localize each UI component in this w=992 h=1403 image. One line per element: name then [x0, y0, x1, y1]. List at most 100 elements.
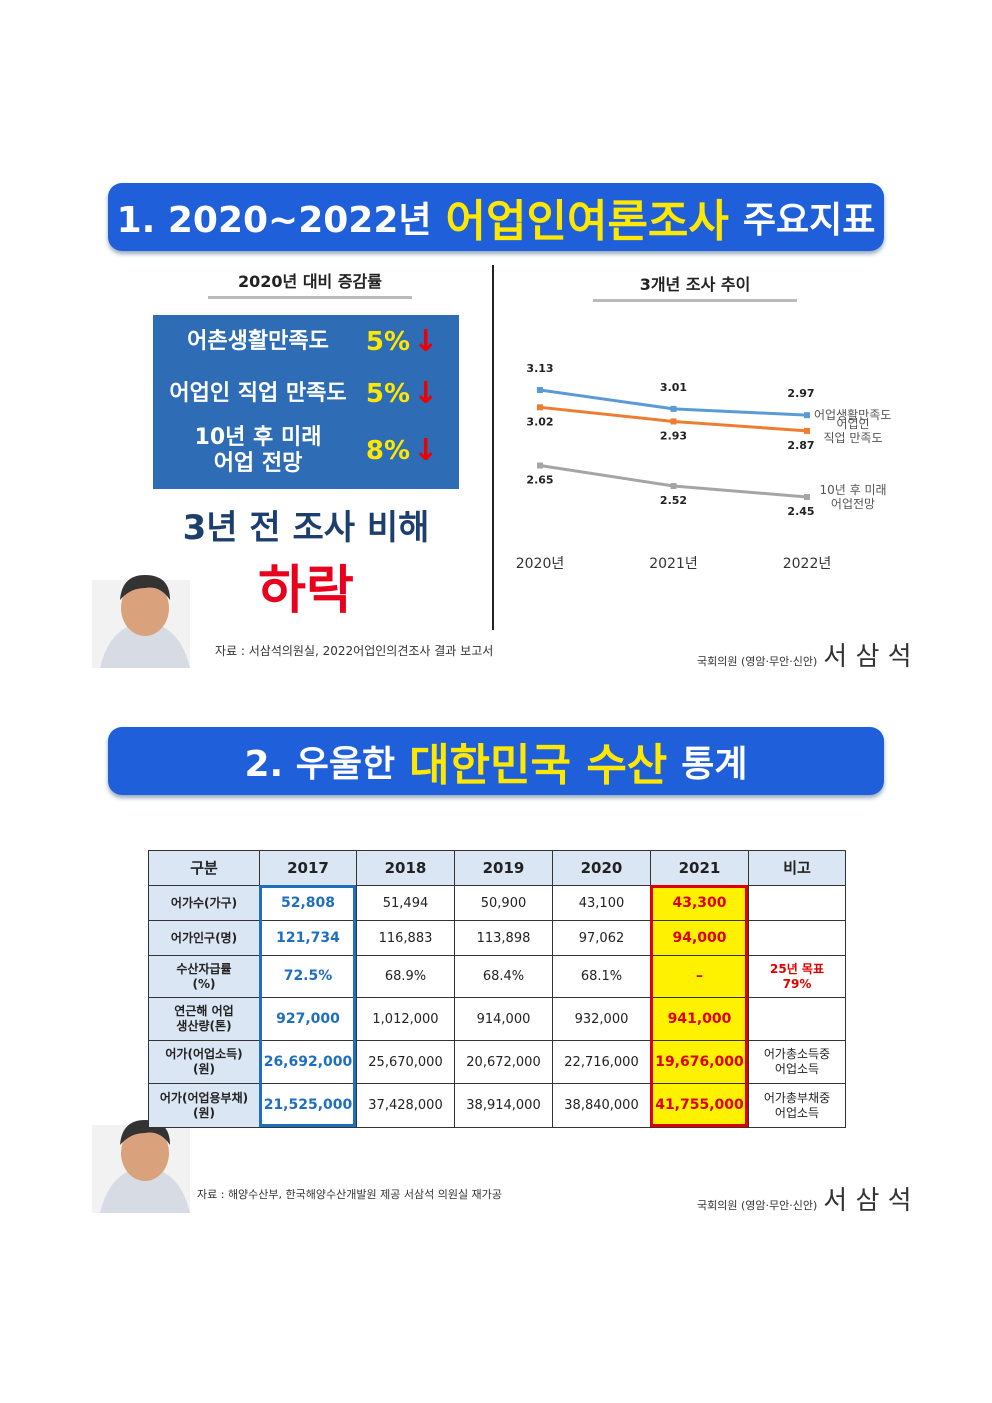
table-cell: 37,428,000 — [356, 1083, 455, 1128]
row-header-cell: 연근해 어업 생산량(톤) — [148, 997, 260, 1041]
stat-label: 어업인 직업 만족도 — [169, 381, 347, 406]
signature: 국회의원 (영암·무안·신안) 서 삼 석 — [697, 636, 912, 673]
table-cell: 68.1% — [552, 955, 651, 998]
signature-office: 국회의원 (영암·무안·신안) — [697, 655, 818, 668]
marker — [537, 387, 543, 393]
banner-text: 2. 우울한 — [244, 744, 396, 785]
stat-label: 10년 후 미래 어업 전망 — [194, 425, 322, 476]
table-cell: 25년 목표 79% — [748, 955, 846, 998]
table-cell: 97,062 — [552, 920, 651, 956]
highlight-frame — [650, 885, 748, 1127]
table-cell: – — [650, 955, 749, 998]
row-header-cell: 어가(어업용부채) (원) — [148, 1083, 260, 1128]
table-cell — [748, 885, 846, 921]
source: 자료 : 해양수산부, 한국해양수산개발원 제공 서삼석 의원실 재가공 — [197, 1188, 502, 1201]
highlight-frame — [259, 885, 356, 1127]
marker — [670, 405, 677, 412]
banner: 2. 우울한 대한민국 수산 통계 — [108, 727, 884, 795]
data-label: 3.13 — [526, 362, 553, 375]
table-cell: 어가총소득중 어업소득 — [748, 1040, 846, 1084]
x-tick-label: 2021년 — [649, 556, 698, 572]
row-header-cell: 수산자급률 (%) — [148, 955, 260, 998]
marker — [804, 494, 810, 500]
table-cell: 50,900 — [454, 885, 553, 921]
stat-box: 어촌생활만족도 5% ↓ 어업인 직업 만족도 5% ↓ 10년 후 미래 어업 전망 8… — [153, 315, 459, 489]
banner-highlight: 어업인여론조사 — [445, 196, 729, 247]
subtitle: 2020년 대비 증감률 — [208, 268, 412, 299]
data-label: 3.01 — [660, 381, 687, 394]
table-cell: 38,840,000 — [552, 1083, 651, 1128]
banner-text: 1. 2020~2022년 — [116, 200, 432, 241]
data-label: 2.65 — [526, 474, 553, 487]
signature-office: 국회의원 (영암·무안·신안) — [697, 1199, 818, 1212]
data-label: 2.52 — [660, 494, 687, 507]
stat-value: 8% — [365, 436, 411, 466]
table-cell: 116,883 — [356, 920, 455, 956]
signature-name: 서 삼 석 — [823, 642, 912, 672]
table-header-cell: 비고 — [748, 850, 846, 886]
line — [539, 464, 808, 499]
table-cell: 19,676,000 — [650, 1040, 749, 1084]
chart-title: 3개년 조사 추이 — [593, 271, 797, 302]
x-tick-label: 2020년 — [516, 556, 565, 572]
marker — [537, 404, 543, 411]
stat-item: 어촌생활만족도 5% ↓ — [153, 327, 459, 357]
table-cell: 113,898 — [454, 920, 553, 956]
marker — [804, 427, 810, 434]
table-cell: 20,672,000 — [454, 1040, 553, 1084]
table-cell: 38,914,000 — [454, 1083, 553, 1128]
table-cell: 51,494 — [356, 885, 455, 921]
banner-highlight: 대한민국 수산 — [409, 740, 668, 791]
table-header-cell: 구분 — [148, 850, 260, 886]
row-header-cell: 어가수(가구) — [148, 885, 260, 921]
data-label: 2.87 — [787, 439, 814, 452]
table-cell: 43,100 — [552, 885, 651, 921]
table-header-cell: 2018 — [356, 850, 455, 886]
legend-entry: 어업인 직업 만족도 — [823, 416, 883, 445]
stat-label: 어촌생활만족도 — [187, 329, 329, 354]
signature: 국회의원 (영암·무안·신안) 서 삼 석 — [697, 1180, 912, 1217]
stat-value: 5% — [365, 379, 411, 409]
legend-entry: 10년 후 미래 어업전망 — [819, 483, 887, 511]
table-cell — [748, 997, 846, 1041]
banner: 1. 2020~2022년 어업인여론조사 주요지표 — [108, 183, 884, 251]
marker — [670, 482, 677, 489]
table-cell: 어가총부채중 어업소득 — [748, 1083, 846, 1128]
summary: 3년 전 조사 비해 — [182, 508, 430, 548]
source: 자료 : 서삼석의원실, 2022어업인의견조사 결과 보고서 — [215, 644, 494, 658]
data-label: 2.97 — [787, 387, 814, 400]
table-header-cell: 2021 — [650, 850, 749, 886]
stat-value: 5% — [365, 327, 411, 357]
table-cell: 68.4% — [454, 955, 553, 998]
table-cell: 43,300 — [650, 885, 749, 921]
photo — [92, 575, 190, 668]
row-header-cell: 어가인구(명) — [148, 920, 260, 956]
table-cell: 25,670,000 — [356, 1040, 455, 1084]
table-header-cell: 2020 — [552, 850, 651, 886]
table-header-cell: 2017 — [259, 850, 357, 886]
marker — [670, 418, 677, 425]
table-cell: 932,000 — [552, 997, 651, 1041]
table-cell: 22,716,000 — [552, 1040, 651, 1084]
table-header-cell: 2019 — [454, 850, 553, 886]
signature-name: 서 삼 석 — [823, 1186, 912, 1216]
stat-item: 10년 후 미래 어업 전망 8% ↓ — [153, 425, 459, 477]
data-label: 2.93 — [660, 429, 687, 442]
result: 하락 — [258, 561, 354, 621]
banner-text: 주요지표 — [742, 200, 876, 241]
table-cell: 68.9% — [356, 955, 455, 998]
x-tick-label: 2022년 — [783, 556, 832, 572]
stat-item: 어업인 직업 만족도 5% ↓ — [153, 379, 459, 409]
banner-text: 통계 — [681, 744, 748, 785]
photo — [92, 1120, 190, 1213]
table-cell: 1,012,000 — [356, 997, 455, 1041]
legend-entry: 어업생활만족도 — [814, 408, 892, 423]
marker — [804, 412, 810, 419]
data-label: 2.45 — [787, 505, 814, 518]
row-header-cell: 어가(어업소득) (원) — [148, 1040, 260, 1084]
marker — [537, 462, 543, 469]
table-cell: 94,000 — [650, 920, 749, 956]
table-cell: 914,000 — [454, 997, 553, 1041]
